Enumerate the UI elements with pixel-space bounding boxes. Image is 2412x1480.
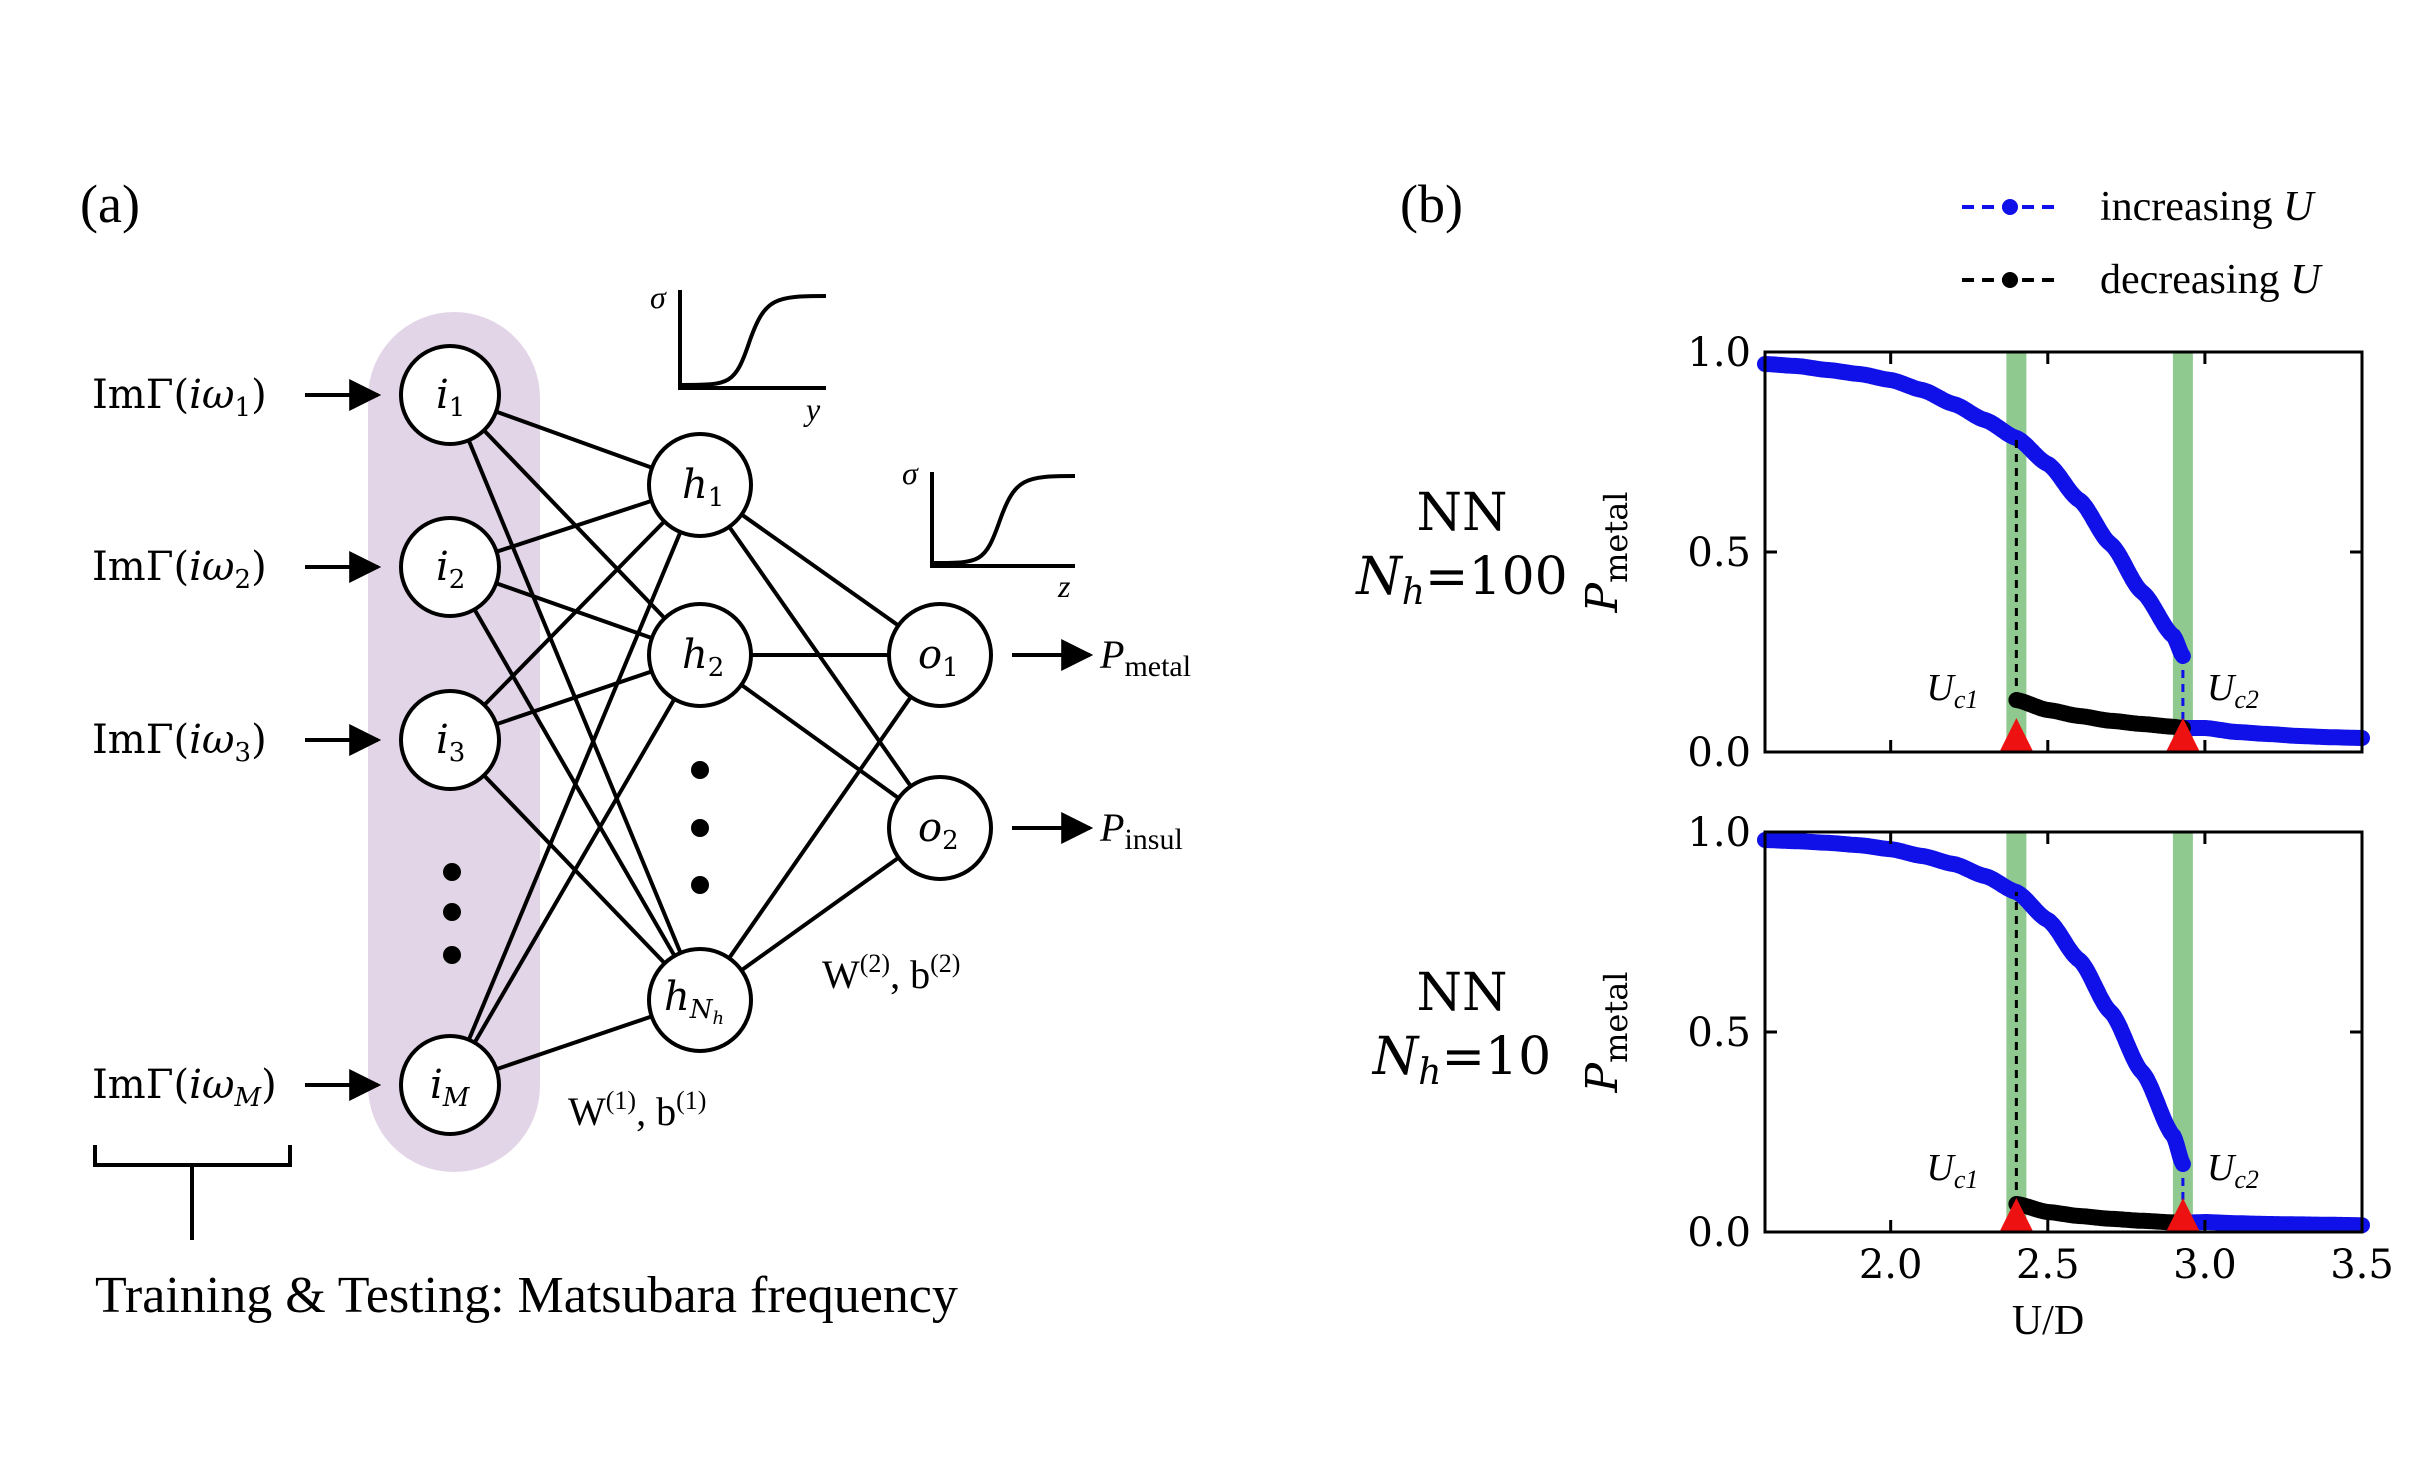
row-label-bottom-line1: NN bbox=[1417, 963, 1508, 1023]
output-arrows bbox=[1012, 639, 1094, 844]
critical-marker-1 bbox=[1999, 1198, 2034, 1232]
y-tick-label-1: 0.5 bbox=[1687, 530, 1751, 576]
input-label-m: ImΓ(iωM) bbox=[92, 1062, 277, 1113]
hidden-node-1: h1 bbox=[647, 432, 753, 538]
series-increasing-metal-branch bbox=[1757, 356, 2191, 664]
x-axis-label: U/D bbox=[2012, 1298, 2084, 1344]
svg-text:i1: i1 bbox=[436, 372, 465, 423]
sigmoid-inset-1: σ y bbox=[650, 279, 827, 427]
panel-a: (a) bbox=[80, 174, 1191, 1324]
plot-frame bbox=[1763, 350, 2364, 754]
svg-text:decreasing U: decreasing U bbox=[2100, 257, 2323, 303]
output-label-metal: Pmetal bbox=[1099, 632, 1191, 683]
input-label-1: ImΓ(iω1) bbox=[92, 372, 267, 423]
plot-frame bbox=[1763, 830, 2364, 1234]
weights1-label: W(1), b(1) bbox=[568, 1086, 706, 1134]
panel-a-label: (a) bbox=[80, 174, 140, 234]
input-arrows bbox=[305, 379, 382, 1101]
sigmoid-1-symbol: σ bbox=[650, 279, 667, 315]
sigmoid-2-axis: z bbox=[1057, 568, 1071, 604]
svg-text:o1: o1 bbox=[918, 632, 959, 683]
panel-b-label: (b) bbox=[1400, 174, 1463, 234]
series-decreasing-insulator-branch bbox=[2008, 692, 2191, 736]
y-axis-label: Pmetal bbox=[1577, 491, 1635, 613]
row-label-top-line2: Nh=100 bbox=[1354, 547, 1568, 613]
output-node-1: o1 bbox=[887, 602, 993, 708]
svg-text:h2: h2 bbox=[682, 632, 724, 683]
svg-text:hNh: hNh bbox=[664, 974, 724, 1029]
sigmoid-inset-2: σ z bbox=[902, 455, 1076, 604]
y-tick-label-2: 1.0 bbox=[1687, 810, 1751, 856]
chart-bottom: 0.0 0.5 1.0 2.0 2.5 3.0 3.5 Pmetal bbox=[1577, 810, 2394, 1288]
svg-text:o2: o2 bbox=[918, 805, 959, 856]
annotation-uc2-top: Uc2 bbox=[2207, 667, 2259, 714]
input-nodes: i1 i2 i3 iM bbox=[399, 344, 501, 1136]
annotation-uc1-bottom: Uc1 bbox=[1926, 1147, 1978, 1194]
weights2-label: W(2), b(2) bbox=[822, 949, 960, 997]
series-increasing-insulator-branch bbox=[2174, 1214, 2370, 1234]
svg-text:i2: i2 bbox=[436, 544, 465, 595]
connections-layer2 bbox=[698, 483, 942, 1002]
critical-marker-2 bbox=[2165, 718, 2200, 752]
hidden-node-2: h2 bbox=[647, 602, 753, 708]
hidden-ellipsis bbox=[691, 761, 709, 894]
y-tick-label-0: 0.0 bbox=[1687, 730, 1751, 776]
row-label-top: NN Nh=100 bbox=[1354, 483, 1568, 613]
input-label-2: ImΓ(iω2) bbox=[92, 544, 267, 595]
svg-text:increasing U: increasing U bbox=[2100, 184, 2316, 230]
input-node-2: i2 bbox=[399, 516, 501, 618]
y-axis-label: Pmetal bbox=[1577, 971, 1635, 1093]
input-node-m: iM bbox=[399, 1034, 501, 1136]
x-tick-label-3: 3.5 bbox=[2330, 1242, 2394, 1288]
hidden-node-nh: hNh bbox=[647, 947, 753, 1053]
input-node-1: i1 bbox=[399, 344, 501, 446]
footer-caption: Training & Testing: Matsubara frequency bbox=[95, 1267, 958, 1324]
input-bracket bbox=[93, 1145, 292, 1240]
hidden-nodes: h1 h2 hNh bbox=[647, 432, 753, 1053]
svg-text:iM: iM bbox=[430, 1062, 471, 1113]
series-increasing-insulator-branch bbox=[2174, 720, 2370, 746]
annotation-uc1-top: Uc1 bbox=[1926, 667, 1978, 714]
output-node-2: o2 bbox=[887, 775, 993, 881]
input-label-3: ImΓ(iω3) bbox=[92, 717, 267, 768]
annotation-uc2-bottom: Uc2 bbox=[2207, 1147, 2259, 1194]
legend-item-increasing: increasing U bbox=[1962, 184, 2316, 230]
row-label-bottom: NN Nh=10 bbox=[1371, 963, 1551, 1093]
series-decreasing-insulator-branch bbox=[2008, 1196, 2191, 1231]
series-increasing-metal-branch bbox=[1757, 832, 2191, 1172]
panel-b: (b) increasing U decreasing U NN Nh=100 … bbox=[1354, 174, 2394, 1344]
input-node-3: i3 bbox=[399, 689, 501, 791]
input-ellipsis bbox=[443, 863, 461, 964]
y-tick-label-1: 0.5 bbox=[1687, 1010, 1751, 1056]
y-tick-label-2: 1.0 bbox=[1687, 330, 1751, 376]
x-tick-label-1: 2.5 bbox=[2016, 1242, 2080, 1288]
critical-marker-2 bbox=[2165, 1198, 2200, 1232]
sigmoid-2-symbol: σ bbox=[902, 455, 919, 491]
x-tick-label-0: 2.0 bbox=[1859, 1242, 1923, 1288]
svg-text:i3: i3 bbox=[436, 717, 465, 768]
y-tick-label-0: 0.0 bbox=[1687, 1210, 1751, 1256]
legend: increasing U decreasing U bbox=[1962, 184, 2323, 303]
legend-item-decreasing: decreasing U bbox=[1962, 257, 2323, 303]
output-nodes: o1 o2 bbox=[887, 602, 993, 881]
input-labels: ImΓ(iω1) ImΓ(iω2) ImΓ(iω3) ImΓ(iωM) bbox=[92, 372, 277, 1113]
output-label-insul: Pinsul bbox=[1099, 805, 1183, 856]
critical-marker-1 bbox=[1999, 718, 2034, 752]
sigmoid-1-axis: y bbox=[803, 391, 821, 427]
row-label-bottom-line2: Nh=10 bbox=[1371, 1027, 1551, 1093]
x-tick-label-2: 3.0 bbox=[2173, 1242, 2237, 1288]
svg-text:h1: h1 bbox=[682, 462, 724, 513]
chart-top: 0.0 0.5 1.0 Pmetal bbox=[1577, 330, 2370, 776]
row-label-top-line1: NN bbox=[1417, 483, 1508, 543]
